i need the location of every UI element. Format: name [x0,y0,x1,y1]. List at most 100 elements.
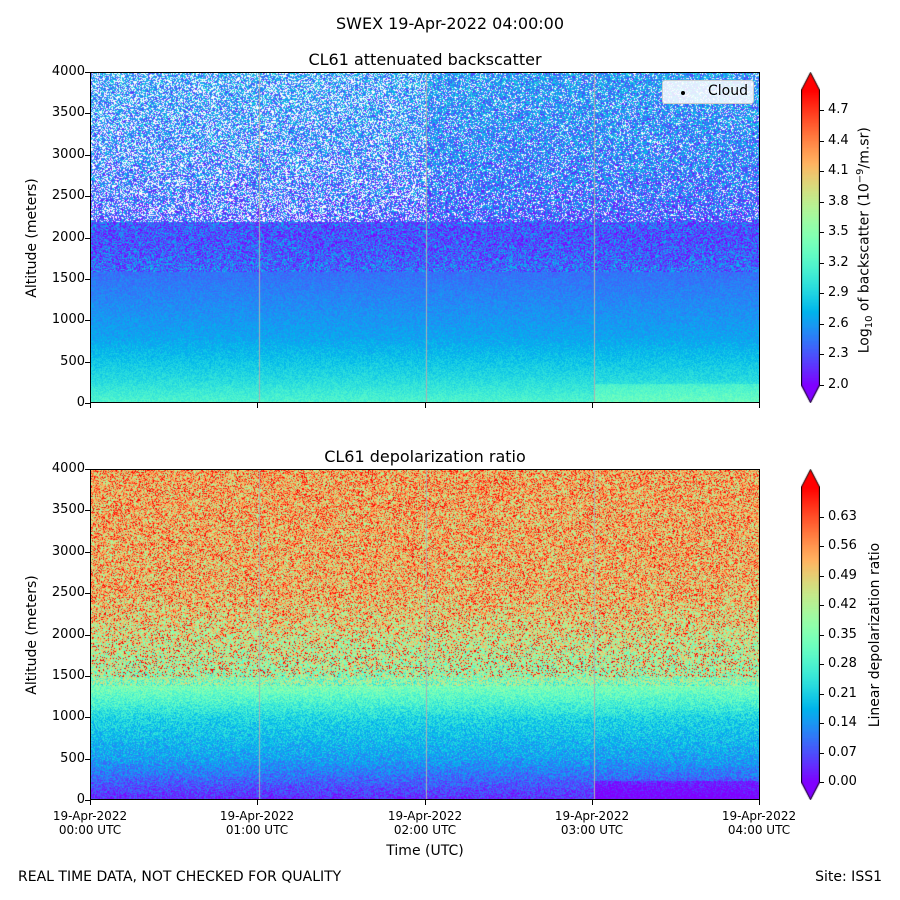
colorbar-tick-label: 4.4 [828,132,849,148]
y-tick-label: 3500 [51,105,85,121]
y-tick-label: 4000 [51,461,85,476]
y-tick-label: 1500 [51,270,85,286]
x-axis-label: Time (UTC) [386,843,464,859]
colorbar-tick-mark [820,576,824,577]
backscatter-heatmap [91,73,759,402]
colorbar-tick-label: 0.28 [828,656,857,671]
y-tick-label: 3000 [51,543,85,559]
y-tick-mark [85,717,90,718]
y-tick-mark [85,72,90,73]
colorbar-tick-label: 0.07 [828,744,857,760]
backscatter-y-label: Altitude (meters) [24,178,40,298]
backscatter-colorbar [801,72,820,403]
y-tick-label: 1500 [51,667,85,683]
depolarization-heatmap [91,470,759,799]
colorbar-tick-label: 2.0 [828,377,849,392]
backscatter-title: CL61 attenuated backscatter [308,50,542,69]
x-tick-mark [592,800,593,805]
y-tick-mark [85,593,90,594]
colorbar-tick-mark [820,753,824,754]
y-tick-mark [85,510,90,511]
x-tick-mark [592,403,593,408]
y-tick-mark [85,403,90,404]
y-tick-mark [85,362,90,363]
depolarization-title: CL61 depolarization ratio [324,447,526,466]
y-tick-mark [85,155,90,156]
y-tick-label: 0 [76,792,85,807]
x-tick-label: 19-Apr-2022 03:00 UTC [554,809,630,837]
colorbar-tick-mark [820,664,824,665]
colorbar-tick-label: 2.6 [828,315,849,331]
colorbar-tick-mark [820,546,824,547]
colorbar-tick-mark [820,635,824,636]
cloud-legend: Cloud [662,80,754,104]
depolarization-y-label: Altitude (meters) [24,575,40,695]
colorbar-tick-mark [820,354,824,355]
y-tick-label: 0 [76,395,85,410]
y-tick-mark [85,279,90,280]
colorbar-tick-label: 0.42 [828,597,857,612]
colorbar-tick-label: 3.2 [828,254,849,270]
colorbar-tick-mark [820,723,824,724]
y-tick-mark [85,469,90,470]
quality-disclaimer: REAL TIME DATA, NOT CHECKED FOR QUALITY [18,869,342,885]
colorbar-tick-mark [820,385,824,386]
x-tick-mark [759,403,760,408]
y-tick-mark [85,800,90,801]
colorbar-tick-label: 4.7 [828,102,849,118]
cloud-marker-icon [681,91,685,95]
cloud-legend-label: Cloud [708,83,748,99]
x-tick-mark [257,403,258,408]
y-tick-label: 3500 [51,502,85,518]
backscatter-colorbar-label: Log10 of backscatter (10−9/m.sr) [854,127,876,354]
colorbar-tick-label: 2.3 [828,346,849,362]
y-tick-mark [85,320,90,321]
colorbar-tick-mark [820,694,824,695]
depolarization-colorbar-label: Linear depolarization ratio [867,542,883,728]
y-tick-label: 3000 [51,146,85,162]
depolarization-plot [90,469,760,800]
colorbar-tick-mark [820,110,824,111]
x-tick-label: 19-Apr-2022 01:00 UTC [219,809,295,837]
colorbar-tick-label: 0.14 [828,715,857,730]
y-tick-label: 1000 [51,709,85,725]
y-tick-mark [85,238,90,239]
colorbar-tick-mark [820,605,824,606]
x-tick-mark [759,800,760,805]
y-tick-label: 2000 [51,229,85,245]
colorbar-tick-mark [820,782,824,783]
colorbar-tick-label: 3.8 [828,193,849,209]
x-tick-mark [257,800,258,805]
colorbar-tick-mark [820,171,824,172]
backscatter-plot [90,72,760,403]
colorbar-tick-mark [820,232,824,233]
y-tick-mark [85,196,90,197]
y-tick-label: 2500 [51,188,85,204]
colorbar-tick-mark [820,141,824,142]
colorbar-tick-label: 4.1 [828,163,849,179]
y-tick-label: 500 [60,750,85,766]
colorbar-tick-label: 2.9 [828,285,849,301]
colorbar-tick-mark [820,202,824,203]
y-tick-mark [85,635,90,636]
x-tick-mark [425,800,426,805]
x-tick-label: 19-Apr-2022 00:00 UTC [52,809,128,837]
colorbar-tick-mark [820,324,824,325]
y-tick-mark [85,113,90,114]
colorbar-tick-label: 0.35 [828,626,857,642]
figure-title: SWEX 19-Apr-2022 04:00:00 [335,14,564,33]
y-tick-label: 1000 [51,312,85,328]
colorbar-tick-label: 0.63 [828,508,857,524]
colorbar-tick-label: 0.00 [828,774,857,789]
x-tick-mark [90,403,91,408]
y-tick-label: 4000 [51,64,85,79]
colorbar-tick-mark [820,293,824,294]
x-tick-label: 19-Apr-2022 04:00 UTC [721,809,797,837]
y-tick-label: 500 [60,353,85,369]
x-tick-mark [425,403,426,408]
y-tick-mark [85,676,90,677]
colorbar-tick-label: 0.56 [828,538,857,553]
colorbar-tick-label: 3.5 [828,224,849,240]
depolarization-colorbar [801,469,820,800]
colorbar-tick-mark [820,517,824,518]
